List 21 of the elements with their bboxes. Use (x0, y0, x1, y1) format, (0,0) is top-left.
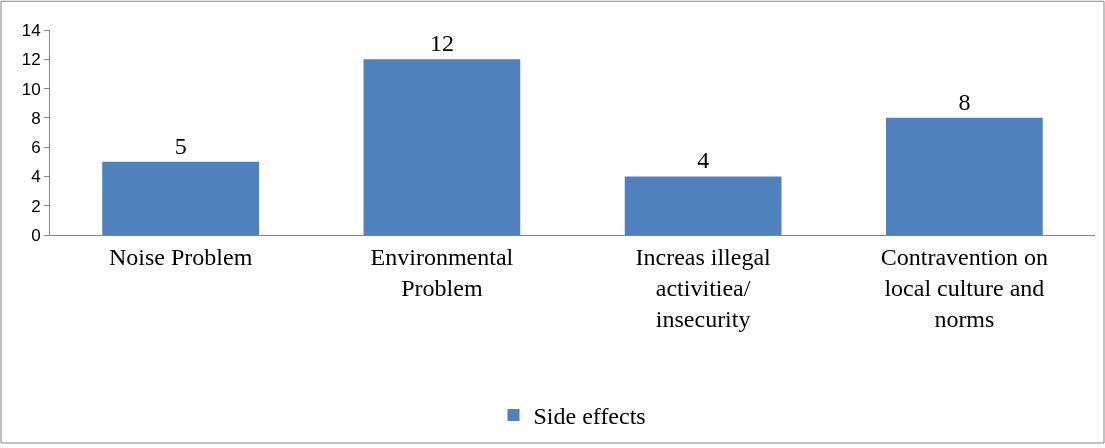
y-tick-label: 12 (21, 50, 41, 70)
bar (886, 117, 1043, 235)
y-tick-label: 0 (31, 225, 41, 245)
y-tick-label: 14 (21, 20, 41, 40)
x-tick-label: Increas illegal activitiea/ insecurity (635, 243, 772, 333)
bar (102, 161, 259, 235)
y-tick-label: 6 (31, 138, 41, 158)
data-label: 8 (958, 88, 971, 115)
bar (624, 176, 782, 235)
data-label: 4 (697, 147, 710, 174)
data-label: 5 (174, 132, 187, 159)
legend-label: Side effects (533, 403, 646, 430)
x-tick-label: Environmental Problem (370, 243, 514, 301)
x-tick-label: Contravention on local culture and norms (880, 243, 1049, 333)
data-label: 12 (429, 30, 454, 57)
bar (363, 59, 521, 235)
y-tick-label: 2 (31, 196, 41, 216)
x-tick-label: Noise Problem (108, 243, 253, 270)
y-tick-label: 4 (31, 167, 41, 187)
y-tick-label: 10 (21, 79, 41, 99)
y-tick-label: 8 (31, 108, 41, 128)
